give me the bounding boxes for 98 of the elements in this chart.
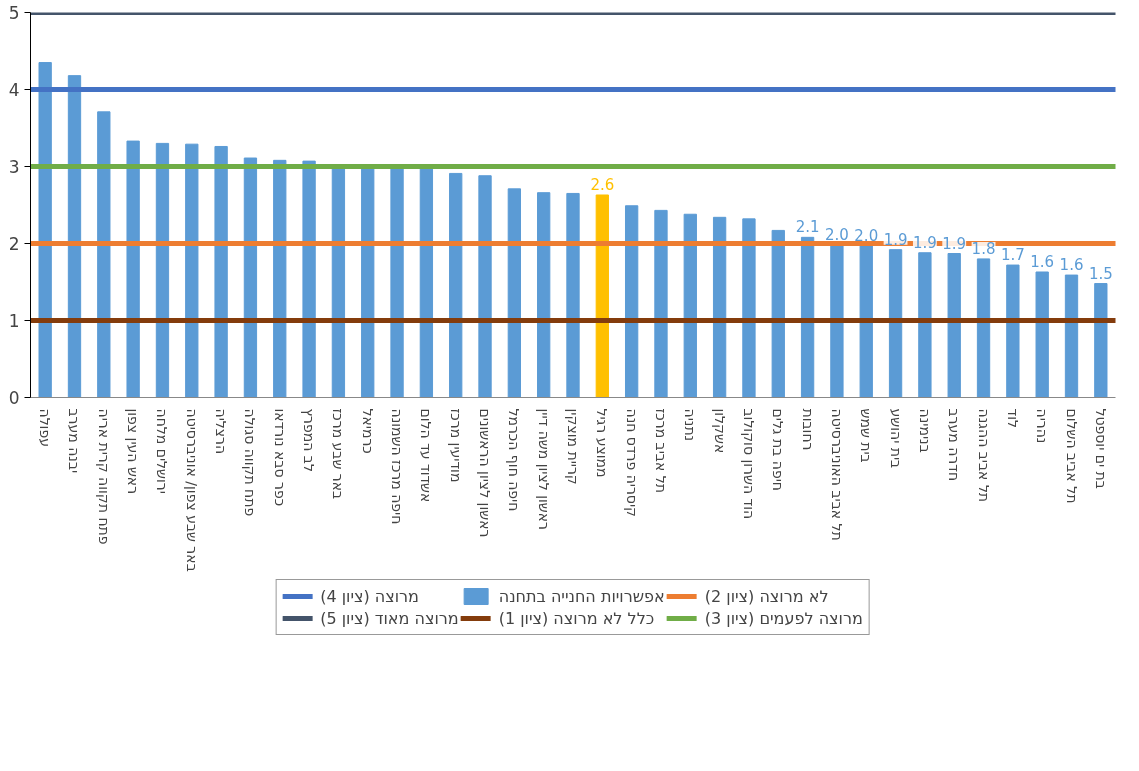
data-label: 2.1	[795, 218, 820, 237]
bar	[361, 166, 375, 398]
bar	[624, 205, 639, 398]
data-label: 1.5	[1088, 264, 1113, 283]
x-tick-label: חיפה מרכז השמונה	[389, 408, 406, 525]
x-tick-label: הוד השרון סוקולוב	[740, 408, 757, 520]
x-tick-label: תל אביב מרכז	[652, 408, 669, 493]
x-tick-label: רחובות	[799, 408, 816, 451]
bar	[947, 253, 961, 398]
bar	[654, 209, 668, 398]
bar	[712, 216, 727, 398]
x-tick-label: מודיעין מרכז	[447, 408, 464, 483]
data-label: 2.0	[824, 226, 849, 245]
x-tick-label: אשקלון	[711, 408, 728, 454]
bar	[97, 111, 111, 398]
x-tick-label: חיפה חוף הכרמל	[506, 408, 523, 512]
bar	[243, 157, 258, 398]
x-tick-label: בית יהושע	[887, 408, 904, 469]
x-tick-label: תל אביב השלום	[1063, 408, 1080, 504]
x-tick-label: ירושלים מלחה	[154, 408, 171, 494]
x-tick-label: פתח תקווה קרית אריה	[95, 408, 112, 545]
bar	[390, 166, 404, 398]
x-tick-label: בנימינה	[916, 408, 933, 453]
bar	[1064, 274, 1079, 398]
data-label: 2.0	[854, 226, 879, 245]
x-tick-label: באר שבע מרכז	[330, 408, 347, 500]
bar	[331, 166, 346, 398]
bar	[419, 166, 434, 398]
bar	[595, 194, 609, 398]
legend-label: לא מרוצה (ציון 2)	[704, 586, 829, 606]
bar	[742, 218, 756, 398]
x-tick-label: יבנה מערב	[66, 408, 83, 474]
x-tick-label: ממוצע רגיל	[594, 408, 611, 478]
bar	[507, 188, 522, 398]
x-tick-label: ראש העין צפון	[125, 408, 142, 495]
x-tick-label: נהריה	[1034, 408, 1051, 444]
legend-label: מרוצה לפעמים (ציון 3)	[704, 608, 863, 628]
x-tick-label: כפר סבא נורדאו	[271, 408, 288, 507]
x-tick-label: בית שמש	[858, 408, 875, 463]
y-tick-label: 3	[8, 157, 20, 177]
bar	[273, 159, 287, 398]
bar	[976, 258, 991, 398]
bar	[38, 62, 52, 398]
legend-label: אפשרויות החנייה בתחנה	[498, 586, 665, 606]
x-tick-label: קריית מוצקין	[565, 408, 581, 485]
bar	[67, 75, 82, 398]
x-tick-label: לוד	[1004, 408, 1021, 428]
x-tick-label: פתח תקווה סגולה	[242, 408, 259, 517]
x-tick-label: לב המפרץ	[301, 408, 318, 472]
y-tick-label: 1	[8, 311, 20, 331]
x-tick-label: הרצליה	[213, 408, 230, 455]
bar	[566, 192, 580, 398]
x-tick-label: חיפה בת גלים	[770, 408, 787, 492]
data-label: 1.9	[883, 230, 908, 249]
bar	[888, 249, 903, 398]
bar	[302, 160, 316, 398]
y-tick-label: 2	[8, 234, 20, 254]
bar	[918, 252, 932, 398]
x-tick-label: אשדוד עד הלום	[418, 408, 435, 503]
y-tick-label: 4	[8, 80, 20, 100]
data-label: 1.6	[1030, 252, 1055, 271]
bar	[214, 145, 228, 398]
x-tick-label: קיסריה פרדס חנה	[623, 408, 640, 517]
bar	[449, 172, 463, 398]
data-label: 1.6	[1059, 256, 1084, 275]
data-label: 2.6	[590, 175, 615, 194]
bar	[537, 192, 551, 398]
x-tick-label: תל אביב ההגנה	[975, 408, 992, 503]
x-tick-label: ראשון לציון הראשונים	[477, 408, 494, 538]
x-tick-label: חדרה מערב	[946, 408, 963, 482]
data-label: 1.8	[971, 239, 996, 258]
y-tick-label: 5	[8, 3, 20, 23]
x-tick-label: בת ים יוספטל	[1092, 408, 1109, 489]
x-tick-label: באר שבע צפון/ אוניברסיטה	[183, 408, 200, 572]
bar	[800, 236, 815, 398]
bar	[1035, 271, 1049, 398]
x-tick-label: נתניה	[682, 408, 699, 442]
bar	[1006, 264, 1020, 398]
x-tick-label: עפולה	[37, 408, 54, 447]
y-tick-label: 0	[8, 388, 20, 408]
x-tick-label: כרמיאל	[359, 408, 376, 454]
bar	[478, 175, 492, 398]
bar	[859, 245, 873, 398]
legend-label: כלל לא מרוצה (ציון 1)	[498, 608, 655, 628]
data-label: 1.7	[1000, 246, 1025, 265]
bar	[771, 229, 785, 398]
legend-label: מרוצה מאוד (ציון 5)	[320, 608, 459, 628]
bar	[1094, 283, 1108, 398]
bar	[683, 213, 697, 398]
x-tick-label: ראשון לציון משה דיין	[535, 408, 552, 530]
bar	[155, 142, 170, 398]
legend-label: מרוצה (ציון 4)	[320, 586, 419, 606]
data-label: 1.9	[912, 233, 937, 252]
bar	[185, 143, 199, 398]
data-label: 1.9	[942, 234, 967, 253]
bar	[830, 244, 844, 398]
x-tick-label: תל אביב האוניברסיטה	[828, 408, 845, 541]
bar	[126, 140, 140, 398]
